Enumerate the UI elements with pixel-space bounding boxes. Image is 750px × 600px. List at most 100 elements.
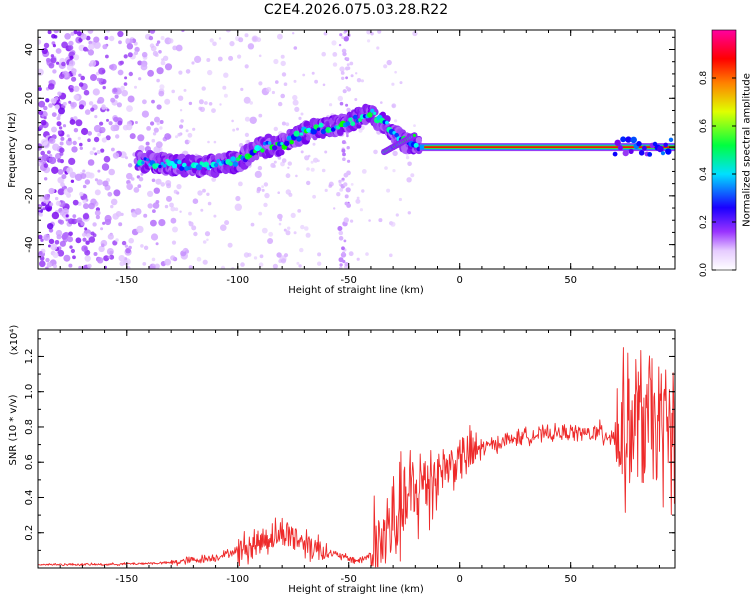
noise-cell xyxy=(126,43,134,50)
ridge-core-cell xyxy=(318,122,324,128)
x-tick-label: -50 xyxy=(341,574,357,585)
noise-cell xyxy=(115,211,122,217)
noise-cell xyxy=(185,69,191,74)
streak-cell xyxy=(338,236,344,241)
noise-cell xyxy=(108,121,113,126)
noise-cell xyxy=(277,191,281,194)
ridge-core-cell xyxy=(177,159,182,165)
noise-cell xyxy=(258,211,263,216)
noise-cell xyxy=(88,202,95,210)
noise-cell xyxy=(298,116,302,120)
noise-cell xyxy=(198,99,204,105)
noise-cell xyxy=(114,94,119,99)
noise-cell xyxy=(57,169,64,175)
noise-cell xyxy=(278,222,282,226)
noise-cell xyxy=(140,244,144,248)
noise-cell xyxy=(155,242,159,246)
y-tick-label: 1.2 xyxy=(24,348,35,364)
noise-cell xyxy=(281,158,287,163)
noise-cell xyxy=(191,225,197,231)
noise-cell xyxy=(128,237,134,244)
ridge-core-cell xyxy=(336,125,341,130)
noise-cell xyxy=(68,218,75,225)
streak-cell xyxy=(346,146,350,150)
noise-cell xyxy=(188,220,192,224)
noise-cell xyxy=(164,204,169,209)
noise-cell xyxy=(70,31,75,36)
noise-cell xyxy=(47,30,52,35)
noise-cell xyxy=(77,136,81,140)
noise-cell xyxy=(278,101,283,107)
noise-cell xyxy=(87,49,94,56)
noise-cell xyxy=(206,192,210,196)
noise-cell xyxy=(300,112,304,116)
tone-edge-cell xyxy=(630,136,637,144)
colorbar-tick-label: 0.8 xyxy=(699,71,709,86)
noise-cell xyxy=(55,48,62,54)
noise-cell xyxy=(153,127,159,133)
x-tick-label: 0 xyxy=(457,574,463,585)
snr-series-line xyxy=(38,347,675,568)
noise-cell xyxy=(64,33,71,40)
noise-cell xyxy=(45,57,51,63)
noise-cell xyxy=(225,30,231,33)
noise-cell xyxy=(172,45,178,51)
noise-cell xyxy=(137,134,145,142)
noise-cell xyxy=(59,147,65,153)
noise-cell xyxy=(46,262,53,268)
noise-cell xyxy=(234,203,242,211)
noise-cell xyxy=(263,182,269,187)
noise-cell xyxy=(90,231,95,236)
noise-cell xyxy=(60,136,65,141)
noise-cell xyxy=(182,249,186,252)
streak-cell xyxy=(344,30,348,33)
noise-cell xyxy=(153,187,160,194)
noise-cell xyxy=(47,150,51,155)
noise-cell xyxy=(155,43,159,47)
y-tick-label: -20 xyxy=(24,188,35,204)
ridge-core-cell xyxy=(289,140,294,145)
noise-cell xyxy=(277,33,283,40)
noise-cell xyxy=(268,231,274,237)
noise-cell xyxy=(244,64,249,69)
noise-cell xyxy=(156,40,161,44)
noise-cell xyxy=(350,219,354,223)
noise-cell xyxy=(60,182,65,187)
noise-cell xyxy=(170,206,176,212)
noise-cell xyxy=(160,36,165,40)
noise-cell xyxy=(155,178,162,185)
noise-cell xyxy=(67,236,74,243)
ridge-core-cell xyxy=(158,164,162,169)
noise-cell xyxy=(367,39,371,43)
noise-cell xyxy=(117,120,123,126)
noise-cell xyxy=(52,69,57,74)
spectrogram-x-ticks: -150 -100 -50 0 50 xyxy=(37,30,660,286)
x-tick-label: -150 xyxy=(115,275,138,286)
noise-cell xyxy=(164,98,171,105)
noise-cell xyxy=(151,257,156,262)
streak-cell xyxy=(342,89,347,94)
noise-cell xyxy=(112,240,118,246)
noise-cell xyxy=(149,30,156,34)
noise-cell xyxy=(171,240,177,245)
noise-cell xyxy=(103,155,111,163)
ridge-core-cell xyxy=(203,161,210,168)
spectrogram-cells xyxy=(38,30,675,269)
noise-cell xyxy=(410,173,415,178)
colorbar-tick-label: 0.2 xyxy=(699,215,709,229)
noise-cell xyxy=(354,98,358,101)
noise-cell xyxy=(243,96,251,104)
noise-cell xyxy=(283,228,287,232)
noise-cell xyxy=(40,138,49,146)
noise-cell xyxy=(69,88,74,93)
noise-cell xyxy=(156,78,160,83)
noise-cell xyxy=(102,85,106,90)
noise-cell xyxy=(56,61,60,65)
noise-cell xyxy=(312,142,316,146)
noise-cell xyxy=(314,79,318,84)
noise-cell xyxy=(55,200,62,206)
noise-cell xyxy=(350,183,354,186)
noise-cell xyxy=(113,189,121,197)
noise-cell xyxy=(151,138,156,143)
ridge-core-cell xyxy=(345,121,351,126)
